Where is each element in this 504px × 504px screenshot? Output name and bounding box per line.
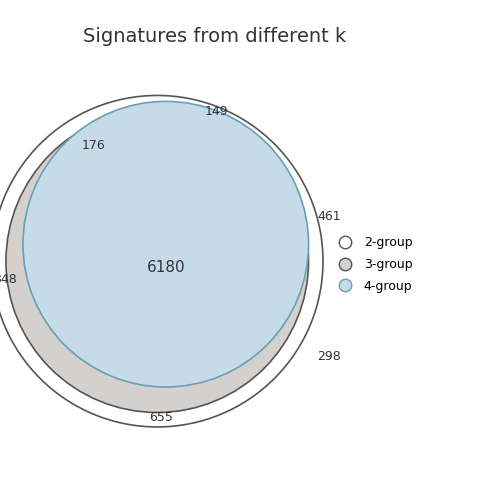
- Text: 461: 461: [317, 210, 341, 223]
- Title: Signatures from different k: Signatures from different k: [83, 27, 346, 46]
- Circle shape: [23, 101, 308, 387]
- Text: 655: 655: [150, 411, 173, 424]
- Text: 149: 149: [205, 105, 228, 118]
- Text: 6180: 6180: [147, 260, 185, 275]
- Circle shape: [6, 110, 308, 412]
- Circle shape: [0, 95, 323, 427]
- Text: 176: 176: [82, 139, 105, 152]
- Text: 348: 348: [0, 273, 17, 286]
- Text: 298: 298: [317, 350, 341, 363]
- Legend: 2-group, 3-group, 4-group: 2-group, 3-group, 4-group: [328, 231, 417, 298]
